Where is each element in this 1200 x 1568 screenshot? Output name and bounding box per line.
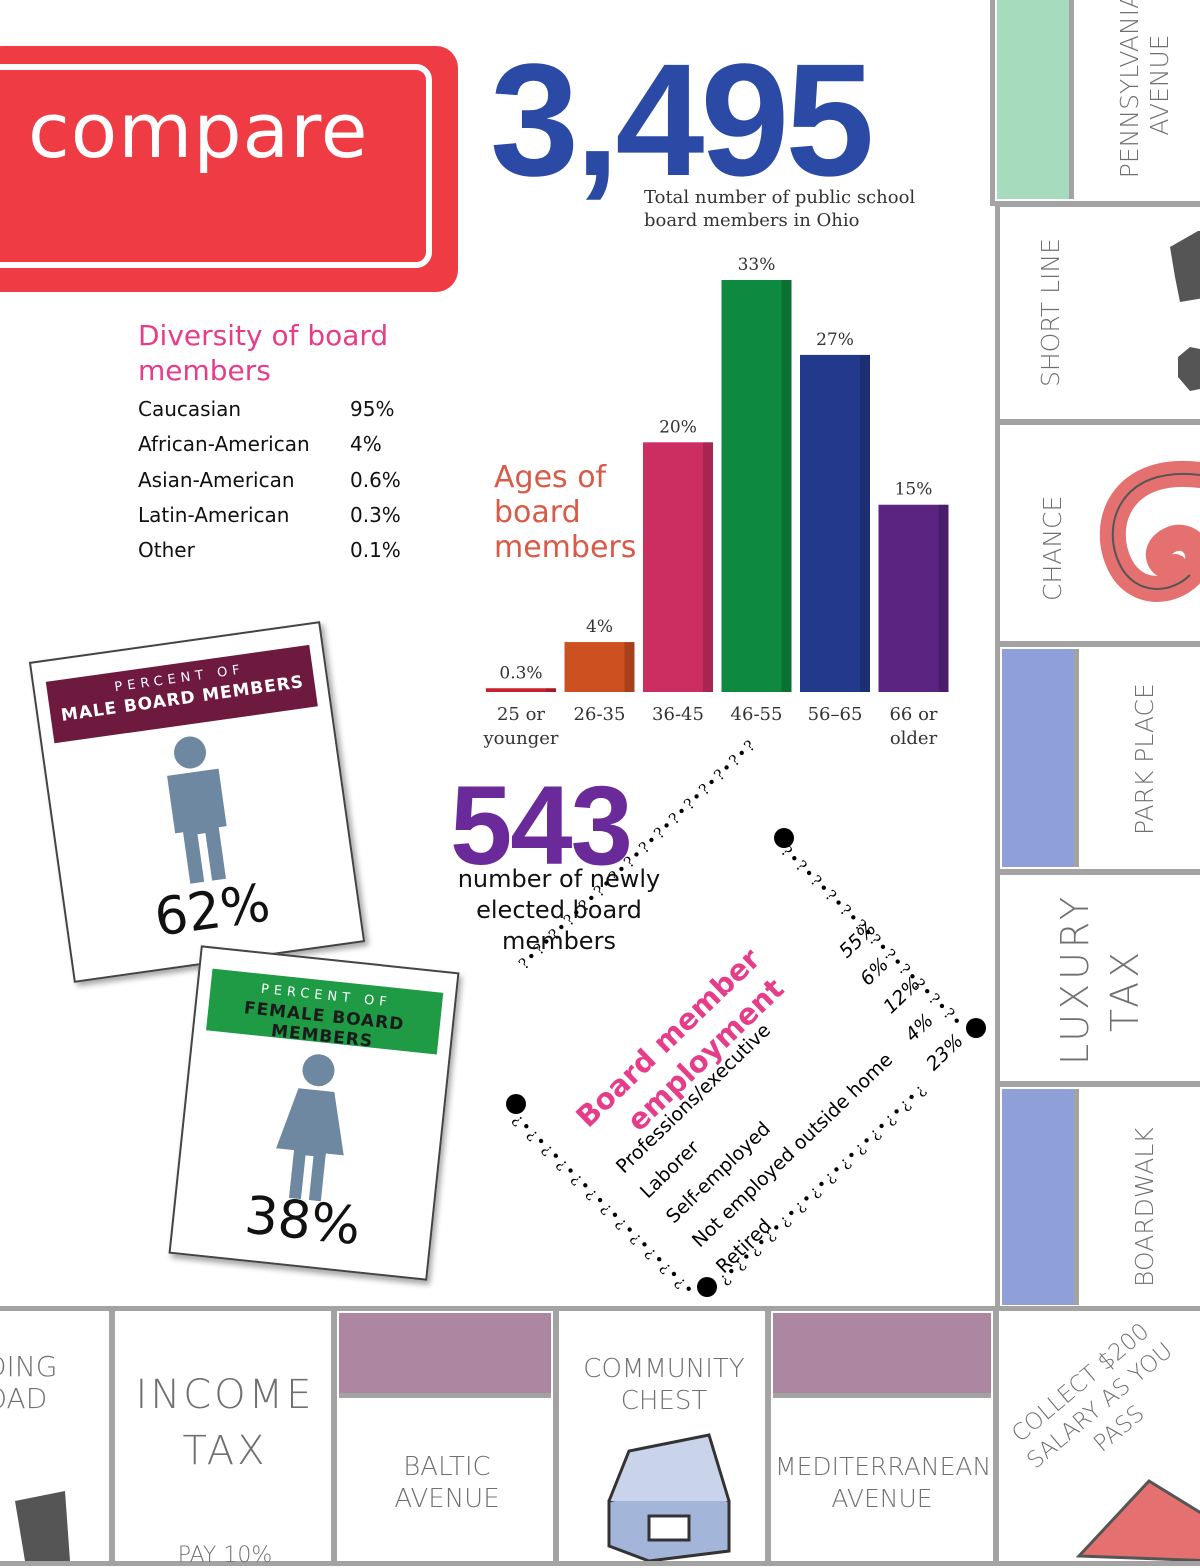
employment-value: 4%: [900, 1009, 938, 1047]
bar-3: [643, 442, 713, 692]
color-bar-purple: [339, 1313, 551, 1398]
headline-stat: 3,495: [490, 30, 874, 209]
tile-park-place: PARK PLACE: [995, 642, 1200, 874]
tile-label: BOARDWALK: [1130, 1127, 1159, 1287]
tile-label: PENNSYLVANIA AVENUE: [1115, 0, 1174, 179]
tick-label: younger: [483, 728, 559, 749]
color-bar-purple: [773, 1313, 991, 1398]
male-figure-icon: [167, 736, 227, 884]
tile-boardwalk: BOARDWALK: [995, 1082, 1200, 1312]
bar-5: [800, 354, 870, 692]
male-card-header: PERCENT OF MALE BOARD MEMBERS: [45, 644, 318, 744]
corner-dot: [966, 1018, 986, 1038]
tile-pennsylvania-avenue: PENNSYLVANIA AVENUE: [990, 0, 1200, 206]
diversity-label: African-American: [138, 432, 310, 456]
tile-reading-railroad: DING OAD: [0, 1306, 114, 1566]
female-card: PERCENT OF FEMALE BOARD MEMBERS 38%: [168, 945, 460, 1281]
bar-shade: [860, 354, 870, 692]
diversity-value: 0.1%: [350, 538, 401, 562]
tile-label: BALTIC AVENUE: [394, 1452, 500, 1514]
tile-label: INCOME TAX: [135, 1372, 315, 1474]
diversity-row: African-American 4%: [138, 432, 428, 456]
bar-shade: [546, 688, 556, 692]
diversity-row: Latin-American 0.3%: [138, 503, 428, 527]
question-mark-icon: [1099, 460, 1200, 602]
diversity-value: 0.6%: [350, 468, 401, 492]
diversity-value: 95%: [350, 397, 395, 421]
headline-caption: Total number of public school board memb…: [644, 187, 916, 231]
corner-dot: [774, 828, 794, 848]
tile-label: SHORT LINE: [1036, 238, 1065, 387]
data-label: 0.3%: [499, 663, 542, 683]
new-members-caption: number of newly elected board members: [457, 865, 661, 955]
bar-4: [721, 280, 792, 692]
tick-label: 56–65: [808, 704, 863, 725]
tile-label: DING OAD: [0, 1350, 58, 1415]
new-members-stat: 543: [450, 763, 633, 888]
diversity-label: Latin-American: [138, 503, 290, 527]
bar-1: [486, 688, 556, 692]
tile-income-tax: INCOME TAX PAY 10%: [110, 1306, 336, 1568]
data-label: 4%: [586, 617, 613, 637]
tile-label: CHANCE: [1038, 495, 1067, 601]
tile-luxury-tax: LUXURY TAX: [995, 870, 1200, 1086]
train-icon: [1170, 231, 1200, 391]
tile-label: COMMUNITY CHEST: [583, 1354, 745, 1416]
tile-baltic-avenue: BALTIC AVENUE: [332, 1306, 558, 1566]
diversity-value: 4%: [350, 432, 382, 456]
diversity-label: Asian-American: [138, 468, 295, 492]
tick-label: 46-55: [731, 704, 783, 725]
color-bar-blue: [1002, 649, 1079, 867]
tile-label: MEDITERRANEAN AVENUE: [775, 1452, 992, 1513]
color-bar-green: [997, 0, 1074, 199]
compare-badge: [0, 46, 458, 292]
diversity-label: Caucasian: [138, 397, 242, 421]
color-bar-blue: [1002, 1089, 1079, 1305]
tick-label: 36-45: [652, 704, 704, 725]
diversity-label: Other: [138, 538, 195, 562]
corner-dot: [697, 1277, 717, 1297]
treasure-chest-icon: [607, 1433, 731, 1561]
female-figure-icon: [276, 1054, 344, 1202]
bar-6: [878, 504, 949, 692]
chart-title: Ages of board members: [494, 460, 637, 565]
data-label: 27%: [816, 330, 854, 350]
compare-badge-border: [0, 64, 432, 268]
section-title: compare: [28, 86, 369, 175]
tick-label: 66 or: [889, 704, 937, 725]
tile-community-chest: COMMUNITY CHEST: [554, 1306, 770, 1566]
tile-chance: CHANCE: [995, 420, 1200, 646]
tile-sublabel: PAY 10%: [177, 1543, 273, 1568]
bar-shade: [703, 442, 713, 692]
data-label: 15%: [895, 480, 933, 500]
tile-mediterranean-avenue: MEDITERRANEAN AVENUE: [766, 1306, 998, 1566]
tick-label: 25 or: [497, 704, 545, 725]
corner-dot: [506, 1094, 526, 1114]
diversity-row: Asian-American 0.6%: [138, 468, 428, 492]
female-card-header: PERCENT OF FEMALE BOARD MEMBERS: [206, 968, 444, 1055]
diversity-row: Other 0.1%: [138, 538, 428, 562]
male-card: PERCENT OF MALE BOARD MEMBERS 62%: [28, 621, 366, 983]
tile-short-line: SHORT LINE: [995, 202, 1200, 424]
data-label: 20%: [659, 417, 697, 437]
age-bar-chart: 0.3% 25 or younger 4% 26-35 20% 36-45 33% 46-55 2…: [483, 255, 949, 749]
tile-label: LUXURY TAX: [1053, 892, 1147, 1065]
bar-shade: [624, 642, 635, 692]
tick-label: older: [890, 728, 938, 749]
data-label: 33%: [738, 255, 776, 275]
tile-label: PARK PLACE: [1130, 683, 1159, 835]
diversity-row: Caucasian 95%: [138, 397, 428, 421]
tick-label: 26-35: [574, 704, 626, 725]
bar-shade: [938, 504, 949, 692]
diversity-value: 0.3%: [350, 503, 401, 527]
bar-2: [564, 642, 635, 692]
bar-shade: [781, 280, 792, 692]
train-icon: [15, 1491, 70, 1561]
female-percent: 38%: [241, 1185, 364, 1258]
diversity-title: Diversity of board members: [138, 319, 389, 387]
go-arrow-icon: [1075, 1479, 1200, 1561]
tile-go-corner: COLLECT $200 SALARY AS YOU PASS: [994, 1306, 1200, 1566]
